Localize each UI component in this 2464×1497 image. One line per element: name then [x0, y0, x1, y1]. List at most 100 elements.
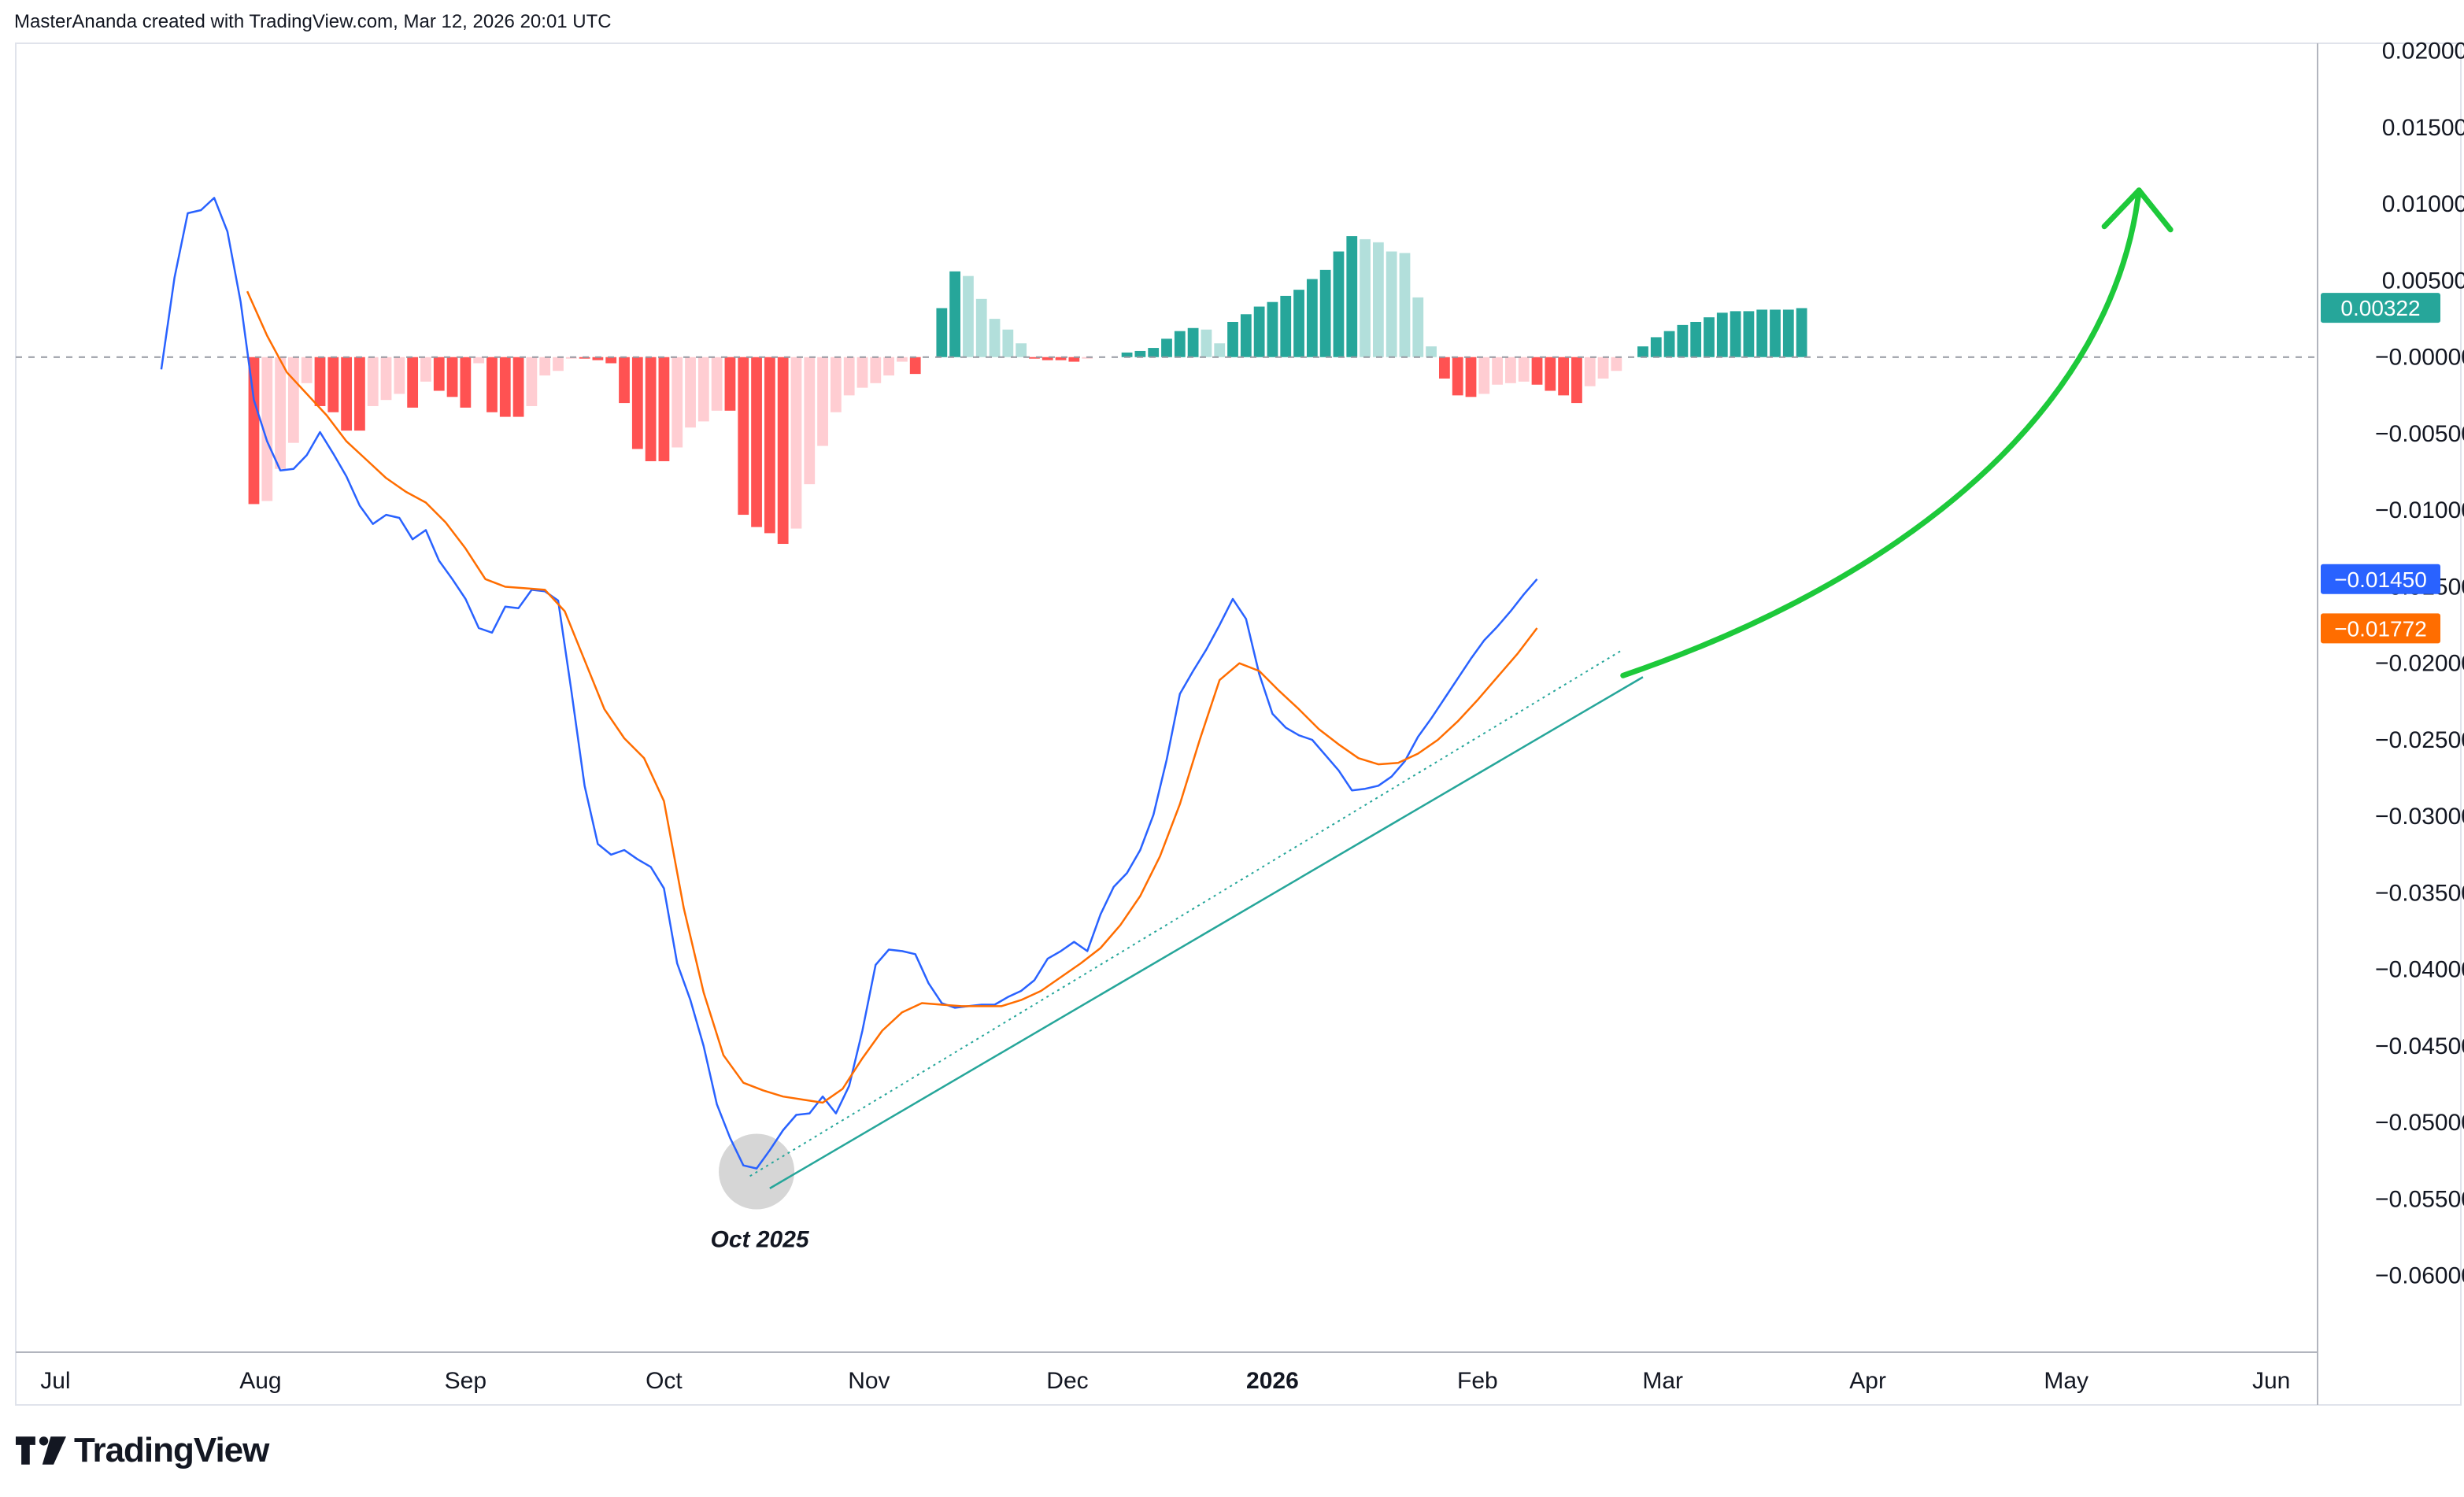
histogram-bar [1743, 311, 1755, 357]
y-tick-label: −0.06000 [2375, 1263, 2464, 1289]
histogram-bar [1253, 306, 1265, 357]
x-tick-label: Dec [1046, 1368, 1088, 1394]
value-badges: 0.00322 −0.01450 −0.01772 [2321, 293, 2440, 644]
oct-2025-label: Oct 2025 [711, 1226, 810, 1252]
histogram-bar [1730, 311, 1741, 357]
y-tick-label: −0.03000 [2375, 804, 2464, 830]
y-tick-label: −0.02000 [2375, 651, 2464, 677]
histogram-bar [1770, 309, 1781, 357]
histogram-bar [909, 357, 921, 375]
histogram-bar [1439, 357, 1450, 379]
bullish-arrow [1620, 187, 2142, 678]
histogram-bar [1677, 324, 1689, 357]
x-tick-label: Jun [2252, 1368, 2290, 1394]
histogram-bar [870, 357, 882, 383]
y-tick-label: 0.02000 [2382, 39, 2464, 65]
tradingview-logo-icon [16, 1436, 66, 1465]
x-tick-label: Nov [848, 1368, 890, 1394]
histogram-bar [1372, 242, 1384, 357]
histogram-bar [367, 357, 379, 406]
histogram-bar [975, 298, 987, 357]
histogram-bar [446, 357, 458, 397]
histogram-bar [1611, 357, 1622, 371]
x-tick-label: May [2044, 1368, 2088, 1394]
histogram-bar [1306, 279, 1318, 357]
histogram-bar [1690, 321, 1702, 357]
histogram-bar [327, 357, 339, 412]
histogram-bar [830, 357, 842, 412]
y-tick-label: 0.01000 [2382, 191, 2464, 217]
value-badge [2321, 293, 2440, 323]
x-tick-label: Sep [445, 1368, 487, 1394]
histogram-bar [539, 357, 551, 376]
histogram-bar [1518, 357, 1530, 382]
histogram-bar [777, 357, 789, 545]
histogram-bar [499, 357, 511, 417]
histogram-bar [407, 357, 419, 408]
histogram-bar [1386, 251, 1397, 357]
histogram-bar [1571, 357, 1582, 404]
time-axis[interactable]: Jul Aug Sep Oct Nov Dec 2026 Feb Mar Apr May Jun [40, 1368, 2290, 1394]
y-tick-label: −0.01000 [2375, 497, 2464, 523]
x-tick-label: Oct [646, 1368, 683, 1394]
histogram-bar [1412, 297, 1424, 357]
histogram-bar [1756, 309, 1768, 357]
annotation-front-layer: Oct 2025 [711, 187, 2174, 1252]
macd-histogram [248, 236, 1807, 545]
histogram-bar [1426, 346, 1437, 357]
y-tick-label: −0.04000 [2375, 957, 2464, 983]
histogram-bar [671, 357, 683, 448]
histogram-bar [1240, 314, 1252, 357]
histogram-bar [1399, 253, 1411, 357]
tradingview-logo[interactable]: TradingView [16, 1431, 269, 1470]
histogram-bar [1161, 338, 1172, 357]
histogram-bar [1148, 348, 1160, 357]
histogram-bar [1597, 357, 1609, 379]
histogram-bar [1055, 357, 1067, 360]
tradingview-wordmark: TradingView [74, 1431, 269, 1469]
histogram-bar [341, 357, 353, 431]
y-tick-label: −0.05500 [2375, 1186, 2464, 1212]
histogram-bar [963, 275, 974, 357]
histogram-bar [433, 357, 445, 391]
histogram-bar [1041, 357, 1053, 360]
value-badge [2321, 564, 2440, 594]
histogram-bar [275, 357, 286, 469]
histogram-bar [697, 357, 709, 422]
annotation-layer [719, 649, 1644, 1210]
histogram-bar [764, 357, 775, 534]
trendline-dotted [749, 649, 1624, 1177]
histogram-bar [1492, 357, 1504, 385]
histogram-bar [817, 357, 828, 446]
histogram-bar [1227, 321, 1238, 357]
histogram-bar [1201, 329, 1212, 357]
histogram-bar [738, 357, 749, 516]
histogram-bar [1558, 357, 1570, 396]
histogram-bar [248, 357, 260, 505]
histogram-bar [1280, 295, 1292, 357]
trendline-solid [769, 676, 1644, 1189]
histogram-bar [1663, 331, 1675, 357]
macd-line [160, 197, 1538, 1170]
histogram-bar [354, 357, 365, 431]
x-tick-label: Aug [239, 1368, 281, 1394]
histogram-bar [897, 357, 908, 362]
histogram-bar [1293, 290, 1304, 357]
chart-attribution: MasterAnanda created with TradingView.co… [14, 11, 612, 32]
histogram-bar [989, 319, 1001, 357]
histogram-bar [1637, 346, 1648, 357]
histogram-bar [1650, 337, 1662, 357]
x-tick-label: Mar [1642, 1368, 1683, 1394]
histogram-bar [883, 357, 894, 376]
histogram-bar [1465, 357, 1477, 397]
histogram-bar [1187, 327, 1199, 357]
histogram-bar [553, 357, 564, 371]
histogram-bar [1452, 357, 1463, 396]
histogram-bar [949, 271, 961, 357]
histogram-bar [1319, 269, 1331, 357]
histogram-bar [1360, 238, 1371, 357]
price-axis[interactable]: 0.02000 0.01500 0.01000 0.00500 −0.00000 −0.0… [2375, 39, 2464, 1289]
y-tick-label: −0.00000 [2375, 345, 2464, 371]
histogram-bar [512, 357, 524, 417]
